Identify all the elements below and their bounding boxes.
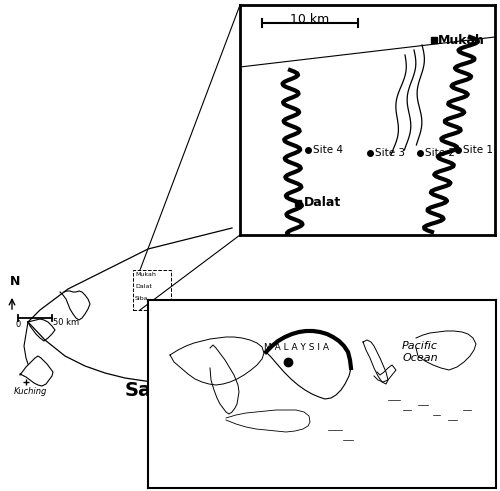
Bar [133, 270, 171, 310]
Text: 10 km: 10 km [290, 13, 330, 26]
Text: Kuching: Kuching [14, 387, 48, 397]
Text: Sarawak: Sarawak [125, 381, 219, 400]
Text: N: N [10, 275, 20, 288]
Text: Pacific
Ocean: Pacific Ocean [402, 341, 438, 363]
Text: 0: 0 [16, 320, 20, 329]
Text: Mukah: Mukah [438, 33, 485, 47]
Text: Site 2: Site 2 [425, 148, 455, 158]
Text: 50 km: 50 km [53, 318, 79, 327]
Text: Mukah: Mukah [135, 272, 156, 277]
Text: Siba: Siba [135, 296, 148, 301]
Text: Dalat: Dalat [135, 284, 152, 289]
Text: Site 4: Site 4 [313, 145, 343, 155]
Text: Site 3: Site 3 [375, 148, 405, 158]
Text: Dalat: Dalat [304, 196, 341, 210]
Text: Site 1: Site 1 [463, 145, 493, 155]
Text: M A L A Y S I A: M A L A Y S I A [264, 344, 328, 353]
